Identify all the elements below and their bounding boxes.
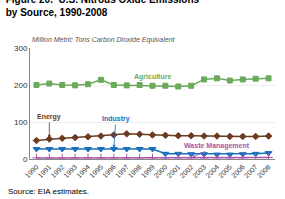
svg-text:Waste Management: Waste Management [184, 142, 250, 150]
svg-text:200: 200 [14, 81, 28, 90]
svg-text:2004: 2004 [204, 163, 220, 179]
svg-text:1995: 1995 [88, 163, 104, 179]
svg-text:Million Metric Tons Carbon Dio: Million Metric Tons Carbon Dioxide Equiv… [32, 36, 176, 44]
svg-text:Energy: Energy [37, 113, 61, 121]
svg-text:1997: 1997 [114, 163, 130, 179]
svg-text:1996: 1996 [101, 163, 117, 179]
svg-text:1998: 1998 [127, 163, 143, 179]
svg-text:2002: 2002 [178, 163, 194, 179]
svg-text:Industry: Industry [102, 115, 130, 123]
svg-text:1993: 1993 [62, 163, 78, 179]
svg-text:2000: 2000 [153, 163, 169, 179]
svg-text:1999: 1999 [140, 163, 156, 179]
svg-text:2007: 2007 [243, 163, 259, 179]
svg-text:Agriculture: Agriculture [134, 73, 171, 81]
svg-text:1992: 1992 [49, 163, 65, 179]
svg-text:300: 300 [14, 44, 28, 53]
svg-text:2003: 2003 [191, 163, 207, 179]
svg-text:0: 0 [23, 155, 28, 164]
svg-text:2001: 2001 [166, 163, 182, 179]
svg-text:2005: 2005 [217, 163, 233, 179]
svg-text:2008: 2008 [256, 163, 272, 179]
svg-text:1991: 1991 [37, 163, 53, 179]
svg-text:1990: 1990 [24, 163, 40, 179]
svg-text:Figure 20. U.S. Nitrous Oxide: Figure 20. U.S. Nitrous Oxide Emissionsb… [6, 0, 200, 18]
svg-text:100: 100 [14, 118, 28, 127]
svg-text:2006: 2006 [230, 163, 246, 179]
svg-text:1994: 1994 [75, 163, 91, 179]
svg-text:Source: EIA estimates.: Source: EIA estimates. [8, 187, 89, 196]
